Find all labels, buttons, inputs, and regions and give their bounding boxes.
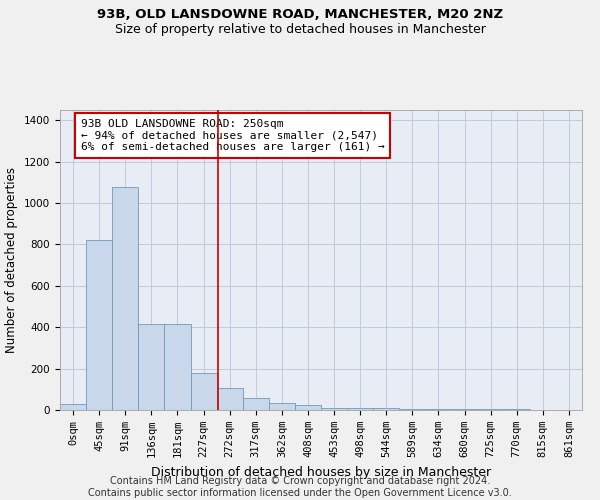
Y-axis label: Number of detached properties: Number of detached properties [5,167,19,353]
Text: Size of property relative to detached houses in Manchester: Size of property relative to detached ho… [115,22,485,36]
Bar [191,373,217,410]
X-axis label: Distribution of detached houses by size in Manchester: Distribution of detached houses by size … [151,466,491,478]
Bar [60,404,86,410]
Text: 93B OLD LANSDOWNE ROAD: 250sqm
← 94% of detached houses are smaller (2,547)
6% o: 93B OLD LANSDOWNE ROAD: 250sqm ← 94% of … [81,119,385,152]
Bar [452,409,478,410]
Bar [321,408,347,410]
Bar [425,409,452,410]
Bar [112,186,139,410]
Bar [269,403,295,410]
Text: 93B, OLD LANSDOWNE ROAD, MANCHESTER, M20 2NZ: 93B, OLD LANSDOWNE ROAD, MANCHESTER, M20… [97,8,503,20]
Bar [347,408,373,410]
Bar [242,398,269,410]
Bar [164,324,191,410]
Bar [86,240,112,410]
Bar [295,406,321,410]
Bar [400,409,425,410]
Bar [217,388,243,410]
Bar [139,324,164,410]
Text: Contains HM Land Registry data © Crown copyright and database right 2024.
Contai: Contains HM Land Registry data © Crown c… [88,476,512,498]
Bar [373,408,400,410]
